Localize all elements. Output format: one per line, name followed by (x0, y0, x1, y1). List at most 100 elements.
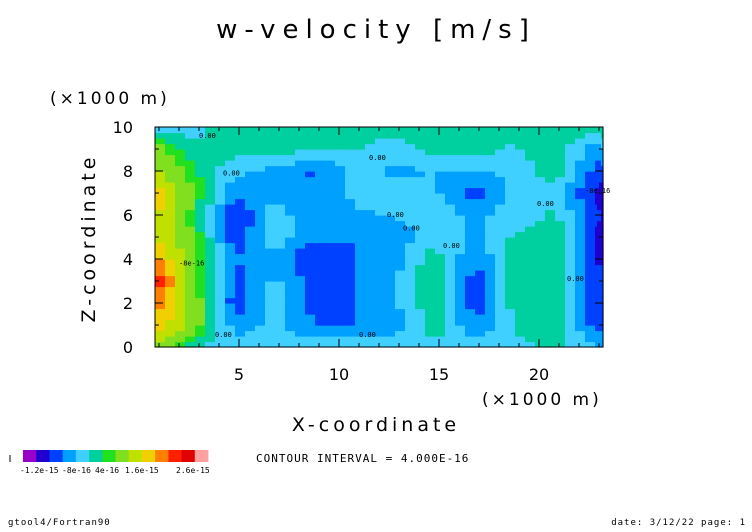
field-cell (595, 127, 598, 134)
field-cell (365, 127, 376, 134)
field-cell (275, 193, 286, 200)
field-cell (465, 149, 476, 156)
field-cell (395, 336, 406, 343)
field-cell (405, 237, 416, 244)
field-cell (245, 132, 256, 139)
field-cell (335, 198, 346, 205)
field-cell (255, 264, 266, 271)
field-cell (365, 259, 376, 266)
field-cell (515, 182, 526, 189)
field-cell (599, 193, 602, 200)
field-cell (475, 275, 486, 282)
field-cell (395, 303, 406, 310)
field-cell (285, 171, 296, 178)
field-cell (575, 270, 586, 277)
field-cell (455, 226, 466, 233)
field-cell (505, 325, 516, 332)
field-cell (535, 237, 546, 244)
field-cell (545, 242, 556, 249)
field-cell (185, 336, 196, 343)
field-cell (415, 231, 426, 238)
field-cell (597, 341, 600, 348)
field-cell (355, 242, 366, 249)
field-cell (365, 270, 376, 277)
field-cell (345, 242, 356, 249)
field-cell (505, 242, 516, 249)
field-cell (525, 286, 536, 293)
field-cell (599, 209, 602, 216)
field-cell (575, 220, 586, 227)
field-cell (325, 160, 336, 167)
field-cell (595, 237, 598, 244)
field-cell (585, 242, 596, 249)
field-cell (295, 132, 306, 139)
field-cell (595, 215, 598, 222)
field-cell (225, 231, 236, 238)
field-cell (445, 248, 456, 255)
field-cell (325, 281, 336, 288)
field-cell (435, 270, 446, 277)
field-cell (555, 319, 566, 326)
field-cell (585, 275, 596, 282)
field-cell (365, 275, 376, 282)
field-cell (425, 270, 436, 277)
field-cell (425, 253, 436, 260)
field-cell (185, 292, 196, 299)
field-cell (395, 325, 406, 332)
field-cell (415, 171, 426, 178)
field-cell (265, 314, 276, 321)
field-cell (475, 292, 486, 299)
field-cell (415, 248, 426, 255)
field-cell (275, 138, 286, 145)
field-cell (585, 264, 596, 271)
field-cell (235, 149, 246, 156)
field-cell (601, 182, 604, 189)
field-cell (455, 209, 466, 216)
field-cell (495, 308, 506, 315)
field-cell (195, 220, 206, 227)
colorbar-swatch (49, 450, 64, 462)
field-cell (375, 308, 386, 315)
field-cell (425, 336, 436, 343)
field-cell (475, 226, 486, 233)
field-cell (601, 242, 604, 249)
field-cell (295, 176, 306, 183)
field-cell (485, 297, 496, 304)
field-cell (165, 193, 176, 200)
field-cell (465, 160, 476, 167)
field-cell (285, 314, 296, 321)
field-cell (565, 286, 576, 293)
field-cell (335, 160, 346, 167)
field-cell (385, 341, 396, 348)
field-cell (335, 325, 346, 332)
field-cell (245, 182, 256, 189)
field-cell (595, 220, 598, 227)
field-cell (505, 286, 516, 293)
field-cell (155, 231, 166, 238)
field-cell (565, 127, 576, 134)
field-cell (545, 308, 556, 315)
field-cell (565, 308, 576, 315)
field-cell (215, 193, 226, 200)
field-cell (435, 264, 446, 271)
field-cell (335, 253, 346, 260)
field-cell (285, 325, 296, 332)
field-cell (425, 204, 436, 211)
field-cell (575, 259, 586, 266)
field-cell (325, 259, 336, 266)
field-cell (597, 242, 600, 249)
field-cell (325, 226, 336, 233)
field-cell (305, 336, 316, 343)
field-cell (535, 165, 546, 172)
field-cell (155, 143, 166, 150)
field-cell (515, 341, 526, 348)
field-cell (265, 275, 276, 282)
field-cell (245, 176, 256, 183)
field-cell (235, 176, 246, 183)
field-cell (555, 226, 566, 233)
field-cell (601, 231, 604, 238)
field-cell (155, 281, 166, 288)
field-cell (285, 336, 296, 343)
field-cell (175, 308, 186, 315)
field-cell (599, 341, 602, 348)
